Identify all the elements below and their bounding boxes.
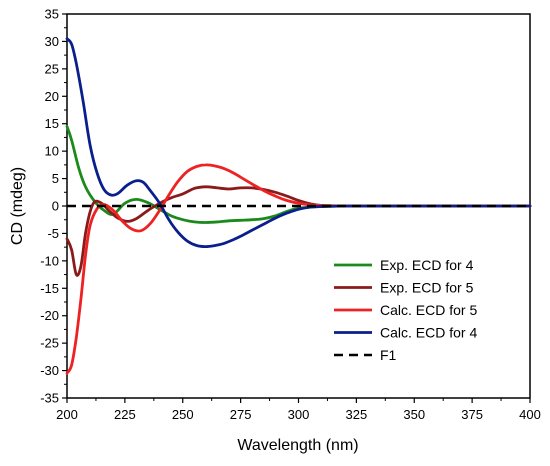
y-tick-label: -30	[40, 363, 59, 378]
legend-label: Exp. ECD for 5	[380, 280, 474, 296]
y-tick-label: 10	[45, 144, 59, 159]
y-tick-label: -10	[40, 253, 59, 268]
y-tick-label: 0	[52, 199, 59, 214]
legend-label: F1	[380, 347, 397, 363]
x-tick-label: 250	[172, 407, 194, 422]
legend-label: Exp. ECD for 4	[380, 257, 474, 273]
y-tick-label: 15	[45, 116, 59, 131]
x-tick-label: 400	[519, 407, 541, 422]
series-line-3	[65, 37, 532, 248]
y-tick-label: -15	[40, 281, 59, 296]
legend: Exp. ECD for 4 Exp. ECD for 5 Calc. ECD fo…	[334, 257, 477, 363]
x-axis-title: Wavelength (nm)	[237, 437, 358, 454]
y-tick-label: -25	[40, 336, 59, 351]
y-tick-label: -5	[47, 226, 59, 241]
y-tick-label: 5	[52, 171, 59, 186]
y-tick-label: 25	[45, 61, 59, 76]
y-tick-label: 35	[45, 7, 59, 22]
axis-ticks	[62, 13, 531, 403]
x-tick-label: 225	[114, 407, 136, 422]
legend-label: Calc. ECD for 4	[380, 325, 477, 341]
x-tick-label: 325	[346, 407, 368, 422]
y-axis-title: CD (mdeg)	[9, 167, 26, 245]
x-tick-label: 375	[461, 407, 483, 422]
series-lines	[65, 37, 532, 375]
y-tick-label: 20	[45, 89, 59, 104]
y-tick-label: -20	[40, 308, 59, 323]
legend-label: Calc. ECD for 5	[380, 302, 477, 318]
y-tick-label: -35	[40, 391, 59, 406]
x-tick-label: 200	[56, 407, 78, 422]
x-tick-label: 275	[230, 407, 252, 422]
axis-tick-labels: 200 225 250 275 300 325 350 375 400 35 30 25 20 15 10 5…	[40, 7, 541, 423]
x-tick-label: 350	[403, 407, 425, 422]
y-tick-label: 30	[45, 34, 59, 49]
x-tick-label: 300	[288, 407, 310, 422]
